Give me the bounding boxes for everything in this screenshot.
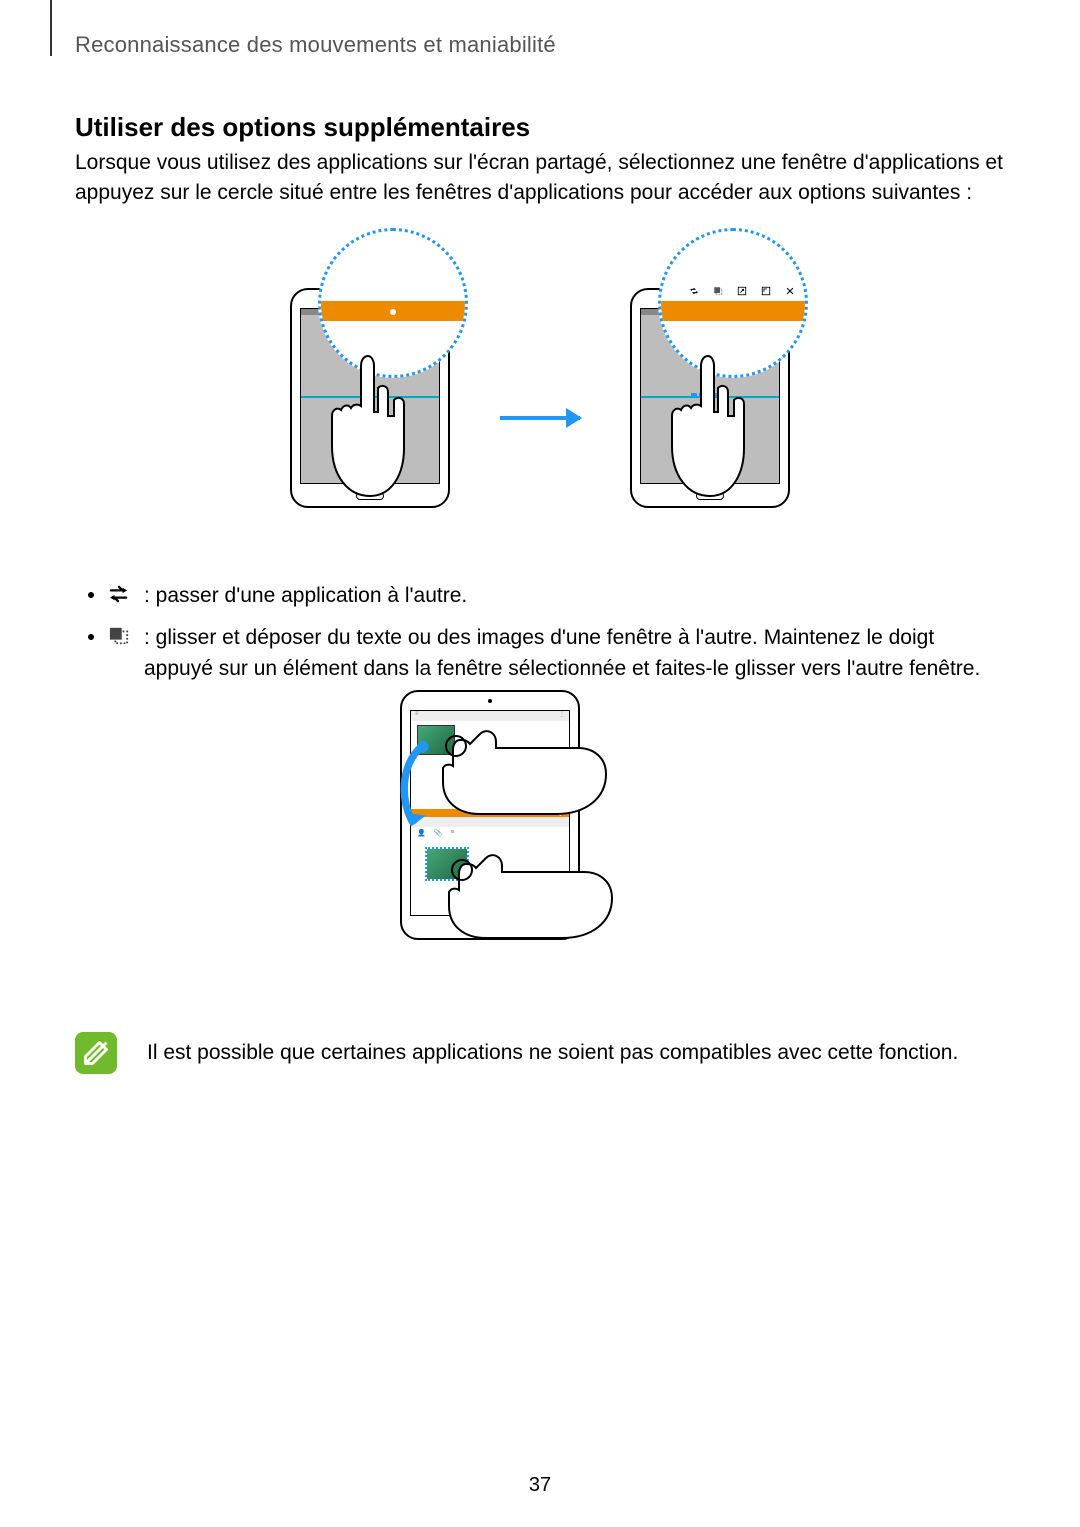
close-icon xyxy=(785,286,795,296)
arrow-right-icon xyxy=(500,416,580,420)
hand-icon xyxy=(308,346,428,526)
bullet-dot-icon xyxy=(88,634,94,640)
curved-arrow-icon xyxy=(392,740,436,840)
bullet-drag-text: : glisser et déposer du texte ou des ima… xyxy=(144,622,1008,685)
header-rule xyxy=(50,0,52,56)
swap-icon xyxy=(689,286,699,296)
maximize-icon xyxy=(761,286,771,296)
figure-row-1 xyxy=(0,218,1080,568)
hand-icon xyxy=(648,346,768,526)
swap-icon xyxy=(106,583,132,605)
figure-right xyxy=(610,228,810,558)
page-number: 37 xyxy=(0,1474,1080,1497)
expand-icon xyxy=(737,286,747,296)
section-title: Utiliser des options supplémentaires xyxy=(75,112,530,143)
bullet-dot-icon xyxy=(88,592,94,598)
hand-bottom-icon xyxy=(442,842,622,982)
figure-row-2: ≡⋮ ◀ — 👤📎≡ xyxy=(0,690,1080,1010)
drag-icon xyxy=(106,625,132,647)
figure-left xyxy=(270,228,470,558)
note-text: Il est possible que certaines applicatio… xyxy=(147,1041,958,1065)
drag-icon xyxy=(713,286,723,296)
bullet-swap-text: : passer d'une application à l'autre. xyxy=(144,580,1008,612)
note-row: Il est possible que certaines applicatio… xyxy=(75,1032,1005,1074)
hand-top-icon xyxy=(436,718,616,858)
bullet-list: : passer d'une application à l'autre. : … xyxy=(88,580,1008,695)
bullet-swap: : passer d'une application à l'autre. xyxy=(88,580,1008,612)
intro-paragraph: Lorsque vous utilisez des applications s… xyxy=(75,148,1005,209)
breadcrumb: Reconnaissance des mouvements et maniabi… xyxy=(75,32,556,58)
bullet-drag: : glisser et déposer du texte ou des ima… xyxy=(88,622,1008,685)
note-icon xyxy=(75,1032,117,1074)
